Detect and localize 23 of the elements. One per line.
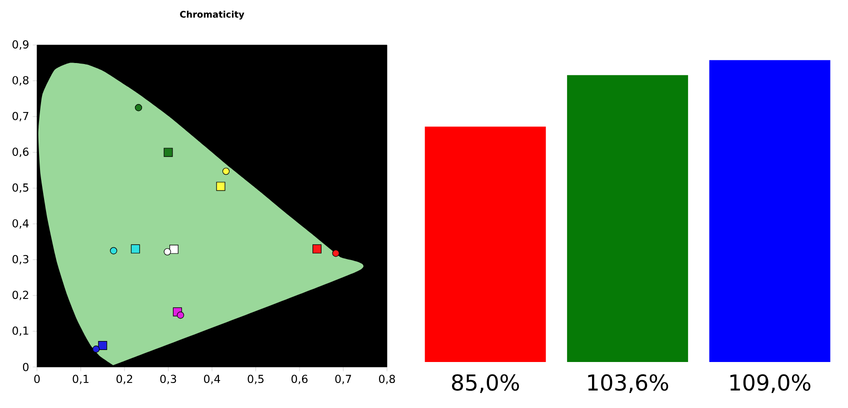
x-tick-label: 0,7 — [335, 374, 352, 384]
y-tick-label: 0,4 — [12, 219, 29, 229]
data-label: 109,0% — [730, 374, 810, 394]
y-tick-label: 0,7 — [12, 112, 28, 122]
y-tick-label: 0,5 — [12, 183, 28, 193]
y-tick-label: 0,1 — [12, 326, 28, 336]
y-tick-label: 0,2 — [12, 290, 28, 300]
y-tick-label: 0,8 — [12, 76, 28, 86]
data-label: 103,6% — [588, 374, 668, 394]
x-tick-label: 0,6 — [292, 374, 308, 384]
y-tick-label: 0,6 — [12, 148, 29, 158]
x-tick-label: 0,4 — [204, 374, 220, 384]
x-tick-label: 0,3 — [160, 374, 176, 384]
x-tick-label: 0,1 — [72, 374, 88, 384]
x-tick-label: 0,2 — [116, 374, 132, 384]
x-tick-label: 0,5 — [248, 374, 264, 384]
y-tick-label: 0 — [22, 362, 28, 372]
chart-title: Chromaticity — [180, 10, 244, 20]
y-tick-label: 0,9 — [12, 40, 28, 50]
data-label: 85,0% — [452, 374, 519, 394]
x-tick-label: 0,8 — [379, 374, 395, 384]
y-tick-label: 0,3 — [12, 254, 28, 264]
x-tick-label: 0 — [34, 374, 40, 384]
